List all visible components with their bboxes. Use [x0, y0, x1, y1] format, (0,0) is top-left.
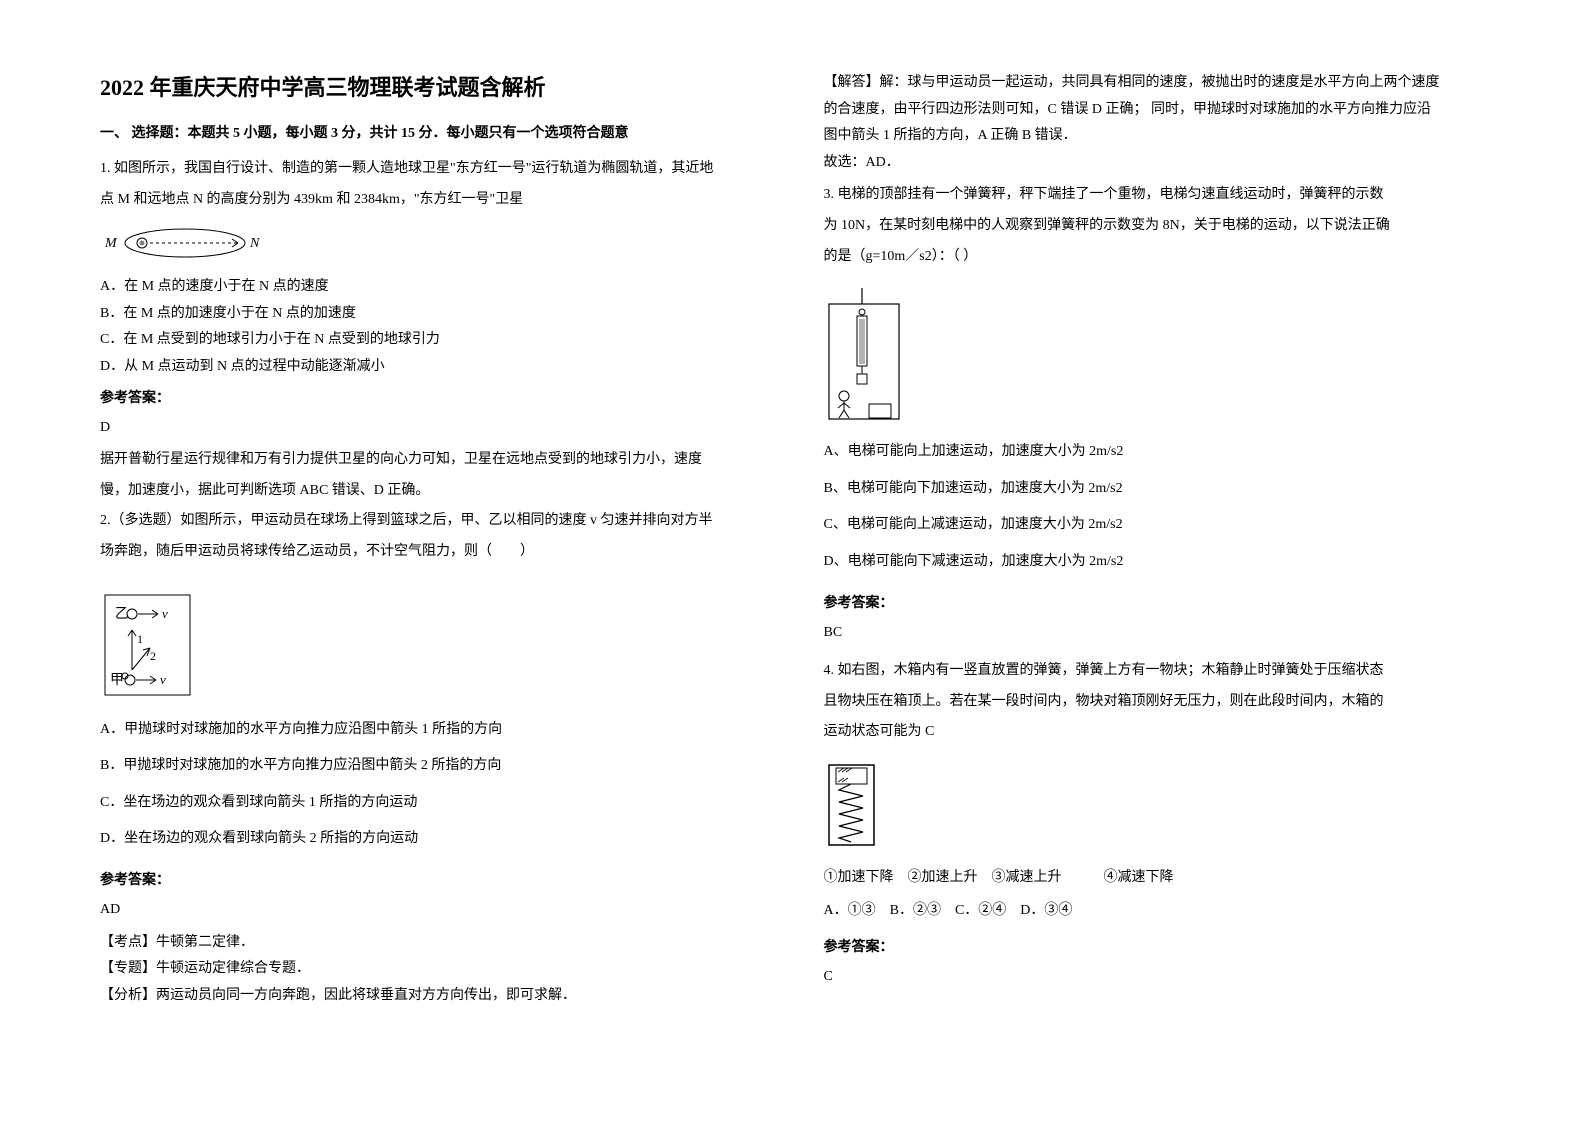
page-title: 2022 年重庆天府中学高三物理联考试题含解析 [100, 70, 764, 102]
q4-options: A．①③ B．②③ C．②④ D．③④ [824, 898, 1488, 925]
q2-solve-3: 图中箭头 1 所指的方向，A 正确 B 错误． [824, 123, 1488, 150]
q3-stem-2: 为 10N，在某时刻电梯中的人观察到弹簧秤的示数变为 8N，关于电梯的运动，以下… [824, 213, 1488, 240]
q2-stem-1: 2.（多选题）如图所示，甲运动员在球场上得到篮球之后，甲、乙以相同的速度 v 匀… [100, 508, 764, 535]
svg-text:M: M [104, 236, 118, 251]
q1-answer: D [100, 415, 764, 442]
svg-text:1: 1 [137, 632, 143, 646]
q1-option-b: B．在 M 点的加速度小于在 N 点的加速度 [100, 301, 764, 328]
svg-text:v: v [162, 606, 168, 621]
svg-text:N: N [249, 236, 260, 251]
svg-text:v: v [160, 672, 166, 687]
q3-stem-3: 的是（g=10m／s2）：（ ） [824, 244, 1488, 271]
orbit-figure: M N [100, 225, 764, 266]
q2-stem-2: 场奔跑，随后甲运动员将球传给乙运动员，不计空气阻力，则（ ） [100, 539, 764, 566]
q2-solve-2: 的合速度，由平行四边形法则可知，C 错误 D 正确； 同时，甲抛球时对球施加的水… [824, 97, 1488, 124]
right-column: 【解答】解：球与甲运动员一起运动，共同具有相同的速度，被抛出时的速度是水平方向上… [824, 70, 1488, 1052]
q1-option-c: C．在 M 点受到的地球引力小于在 N 点受到的地球引力 [100, 327, 764, 354]
q4-answer: C [824, 964, 1488, 991]
q3-option-d: D、电梯可能向下减速运动，加速度大小为 2m/s2 [824, 549, 1488, 576]
q4-circled: ①加速下降 ②加速上升 ③减速上升 ④减速下降 [824, 865, 1488, 892]
q2-topic-2: 【专题】牛顿运动定律综合专题． [100, 956, 764, 983]
q4-stem-2: 且物块压在箱顶上。若在某一段时间内，物块对箱顶刚好无压力，则在此段时间内，木箱的 [824, 689, 1488, 716]
q3-stem-1: 3. 电梯的顶部挂有一个弹簧秤，秤下端挂了一个重物，电梯匀速直线运动时，弹簧秤的… [824, 182, 1488, 209]
q1-explain-2: 慢，加速度小，据此可判断选项 ABC 错误、D 正确。 [100, 478, 764, 505]
q4-answer-label: 参考答案： [824, 936, 1488, 956]
q2-option-c: C．坐在场边的观众看到球向箭头 1 所指的方向运动 [100, 790, 764, 817]
q1-answer-label: 参考答案： [100, 387, 764, 407]
q4-stem-1: 4. 如右图，木箱内有一竖直放置的弹簧，弹簧上方有一物块；木箱静止时弹簧处于压缩… [824, 658, 1488, 685]
q3-answer: BC [824, 620, 1488, 647]
q3-option-b: B、电梯可能向下加速运动，加速度大小为 2m/s2 [824, 476, 1488, 503]
q3-option-a: A、电梯可能向上加速运动，加速度大小为 2m/s2 [824, 439, 1488, 466]
q2-option-d: D．坐在场边的观众看到球向箭头 2 所指的方向运动 [100, 826, 764, 853]
q2-conclude: 故选：AD． [824, 150, 1488, 177]
q2-topic-1: 【考点】牛顿第二定律． [100, 930, 764, 957]
q1-option-a: A．在 M 点的速度小于在 N 点的速度 [100, 274, 764, 301]
q3-option-c: C、电梯可能向上减速运动，加速度大小为 2m/s2 [824, 512, 1488, 539]
field-figure: 乙 v 1 2 甲 v [100, 590, 764, 705]
q1-explain-1: 据开普勒行星运行规律和万有引力提供卫星的向心力可知，卫星在远地点受到的地球引力小… [100, 447, 764, 474]
q2-solve-1: 【解答】解：球与甲运动员一起运动，共同具有相同的速度，被抛出时的速度是水平方向上… [824, 70, 1488, 97]
q1-stem-2: 点 M 和远地点 N 的高度分别为 439km 和 2384km，"东方红一号"… [100, 187, 764, 214]
box-figure [824, 760, 1488, 855]
q1-option-d: D．从 M 点运动到 N 点的过程中动能逐渐减小 [100, 354, 764, 381]
spring-figure [824, 284, 1488, 429]
q2-option-a: A．甲抛球时对球施加的水平方向推力应沿图中箭头 1 所指的方向 [100, 717, 764, 744]
q2-answer: AD [100, 897, 764, 924]
svg-text:2: 2 [150, 649, 156, 663]
q2-answer-label: 参考答案： [100, 869, 764, 889]
q1-stem-1: 1. 如图所示，我国自行设计、制造的第一颗人造地球卫星"东方红一号"运行轨道为椭… [100, 156, 764, 183]
q2-option-b: B．甲抛球时对球施加的水平方向推力应沿图中箭头 2 所指的方向 [100, 753, 764, 780]
q2-analysis: 【分析】两运动员向同一方向奔跑，因此将球垂直对方方向传出，即可求解． [100, 983, 764, 1010]
left-column: 2022 年重庆天府中学高三物理联考试题含解析 一、 选择题：本题共 5 小题，… [100, 70, 764, 1052]
q4-stem-3: 运动状态可能为 C [824, 719, 1488, 746]
q3-answer-label: 参考答案： [824, 592, 1488, 612]
section-header: 一、 选择题：本题共 5 小题，每小题 3 分，共计 15 分．每小题只有一个选… [100, 122, 764, 142]
